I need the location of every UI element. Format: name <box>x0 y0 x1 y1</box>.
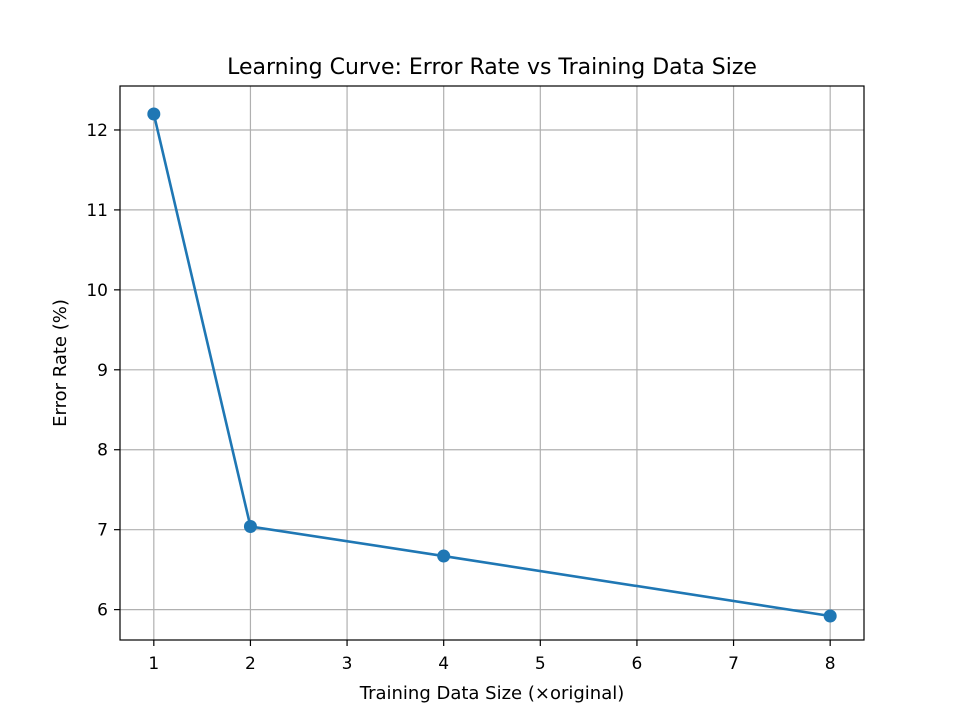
x-tick-label: 4 <box>438 654 449 674</box>
chart-title: Learning Curve: Error Rate vs Training D… <box>227 55 757 80</box>
data-series <box>147 107 837 623</box>
data-point <box>147 107 161 121</box>
y-tick-label: 8 <box>97 441 108 461</box>
x-tick-label: 2 <box>245 654 256 674</box>
y-tick-label: 12 <box>86 121 108 141</box>
x-tick-label: 3 <box>342 654 353 674</box>
plot-frame <box>119 85 865 641</box>
x-tick-label: 6 <box>632 654 643 674</box>
x-tick-label: 8 <box>825 654 836 674</box>
data-point <box>823 609 837 623</box>
grid-lines <box>120 86 864 640</box>
y-tick-label: 11 <box>86 201 108 221</box>
data-point <box>243 519 257 533</box>
y-tick-label: 10 <box>86 281 108 301</box>
data-point <box>437 549 451 563</box>
y-axis-label: Error Rate (%) <box>50 299 71 427</box>
y-tick-label: 7 <box>97 521 108 541</box>
x-tick-label: 7 <box>728 654 739 674</box>
x-tick-label: 5 <box>535 654 546 674</box>
y-tick-label: 6 <box>97 601 108 621</box>
x-tick-label: 1 <box>148 654 159 674</box>
x-axis-label: Training Data Size (×original) <box>359 683 625 704</box>
series-line <box>152 113 831 618</box>
y-tick-label: 9 <box>97 361 108 381</box>
